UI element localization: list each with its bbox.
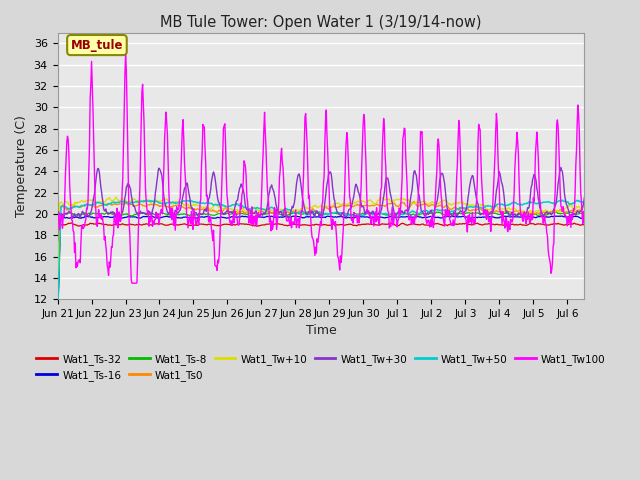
Y-axis label: Temperature (C): Temperature (C): [15, 115, 28, 217]
Text: MB_tule: MB_tule: [70, 38, 123, 51]
Title: MB Tule Tower: Open Water 1 (3/19/14-now): MB Tule Tower: Open Water 1 (3/19/14-now…: [160, 15, 482, 30]
Legend: Wat1_Ts-32, Wat1_Ts-16, Wat1_Ts-8, Wat1_Ts0, Wat1_Tw+10, Wat1_Tw+30, Wat1_Tw+50,: Wat1_Ts-32, Wat1_Ts-16, Wat1_Ts-8, Wat1_…: [32, 350, 609, 385]
X-axis label: Time: Time: [305, 324, 336, 337]
